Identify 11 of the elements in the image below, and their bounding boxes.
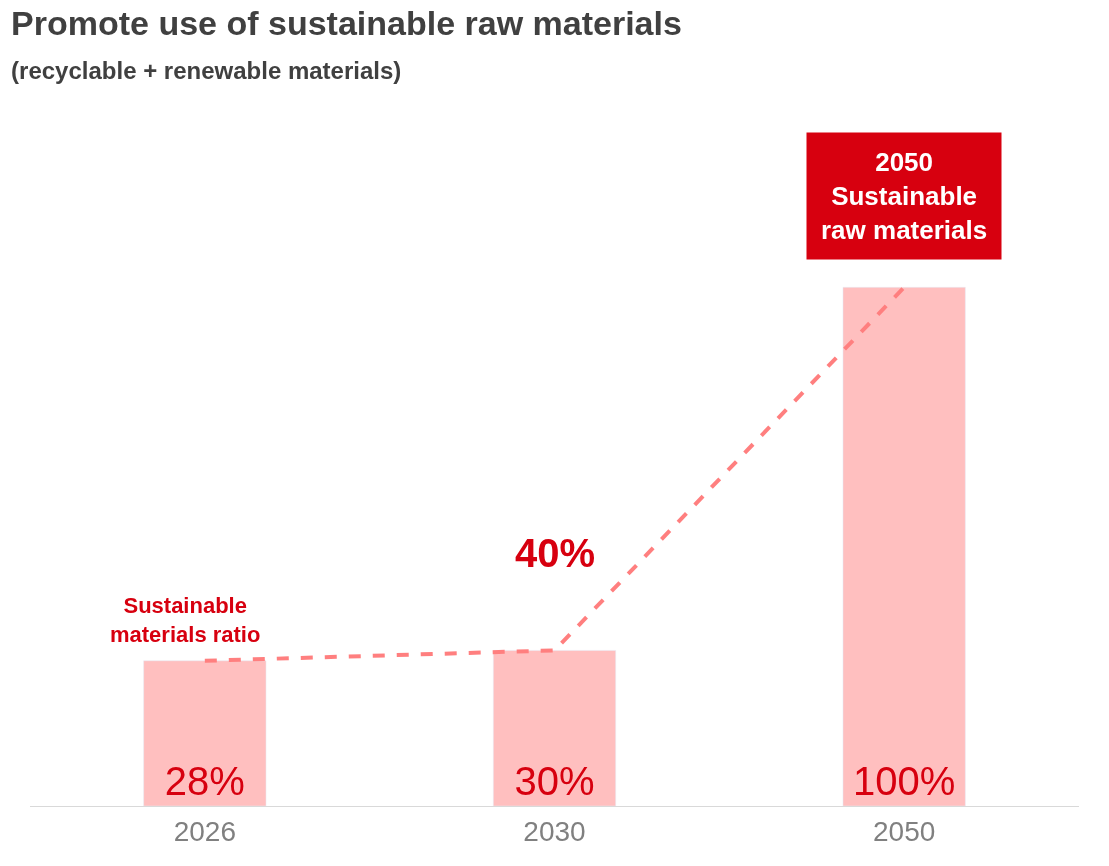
x-tick-label: 2050 — [873, 815, 936, 847]
chart-title: Promote use of sustainable raw materials — [11, 3, 682, 42]
series-label: Sustainable materials ratio — [110, 593, 261, 647]
x-tick-label: 2030 — [523, 815, 586, 847]
data-label: 28% — [164, 759, 245, 803]
annotation: 40% — [515, 531, 596, 575]
chart-subtitle: (recyclable + renewable materials) — [11, 56, 402, 84]
data-label: 100% — [853, 759, 956, 803]
text: 2050 Sustainable raw materials — [821, 147, 988, 245]
data-label: 30% — [514, 759, 595, 803]
x-tick-label: 2026 — [173, 815, 236, 847]
